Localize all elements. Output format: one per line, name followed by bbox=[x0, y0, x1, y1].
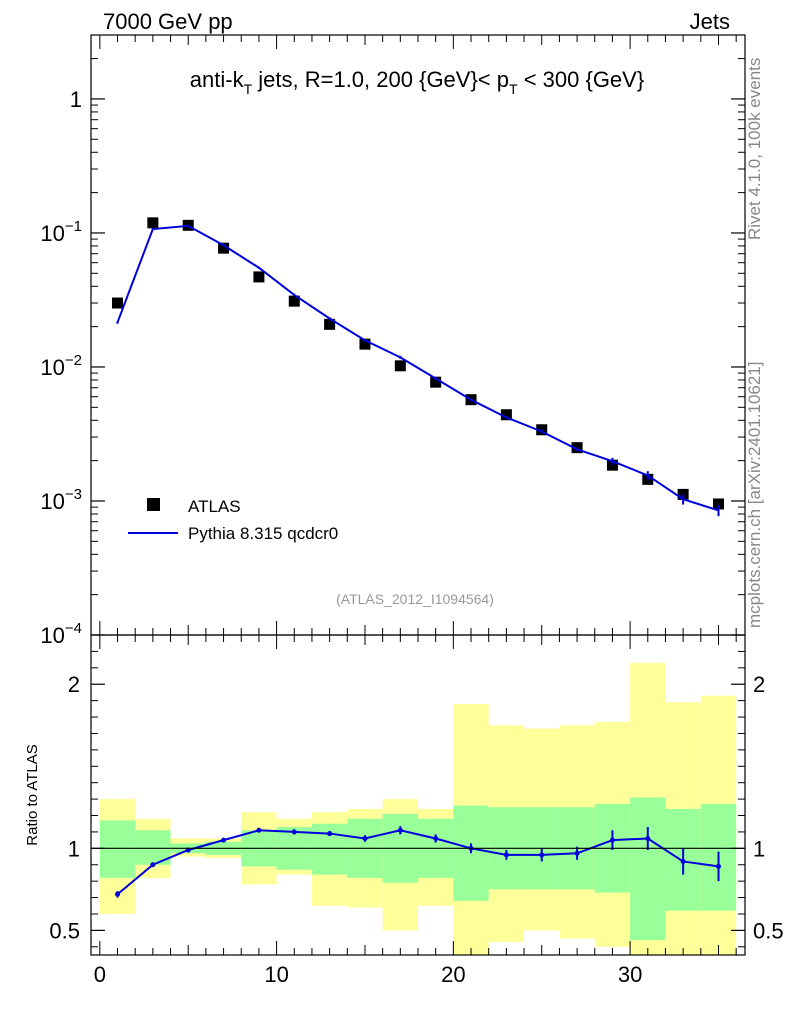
ratio-point bbox=[715, 863, 721, 869]
ratio-x-tick-label: 30 bbox=[618, 962, 642, 987]
ratio-y-label: Ratio to ATLAS bbox=[24, 744, 41, 845]
main-frame bbox=[90, 34, 746, 636]
ratio-line bbox=[116, 829, 719, 896]
ratio-point bbox=[397, 827, 403, 833]
ratio-point bbox=[327, 831, 333, 837]
ratio-point bbox=[291, 829, 297, 835]
main-y-tick-label: 10−2 bbox=[40, 352, 82, 380]
ratio-point bbox=[680, 858, 686, 864]
ratio-bands bbox=[99, 662, 737, 955]
ratio-x-tick-label: 10 bbox=[264, 962, 288, 987]
ratio-point bbox=[645, 835, 651, 841]
atlas-point bbox=[394, 360, 406, 372]
ratio-point bbox=[503, 852, 509, 858]
atlas-point bbox=[288, 295, 300, 307]
ratio-band-inner bbox=[99, 820, 136, 878]
atlas-point bbox=[430, 376, 442, 388]
atlas-point bbox=[712, 498, 724, 510]
legend: ATLAS Pythia 8.315 qcdcr0 bbox=[128, 497, 338, 543]
side-rivet-text: Rivet 4.1.0, 100k events bbox=[745, 58, 764, 240]
ratio-point bbox=[539, 852, 545, 858]
main-y-tick-label: 10−4 bbox=[40, 620, 82, 648]
atlas-point bbox=[606, 459, 618, 471]
atlas-point bbox=[324, 318, 336, 330]
atlas-point bbox=[253, 271, 265, 283]
pythia-line bbox=[116, 224, 719, 512]
atlas-point bbox=[147, 217, 159, 229]
ratio-point bbox=[574, 850, 580, 856]
analysis-label: (ATLAS_2012_I1094564) bbox=[336, 591, 494, 607]
atlas-point bbox=[112, 297, 124, 309]
legend-pythia-label: Pythia 8.315 qcdcr0 bbox=[188, 524, 338, 543]
ratio-point bbox=[150, 862, 156, 868]
ratio-point bbox=[115, 891, 121, 897]
legend-atlas-label: ATLAS bbox=[188, 497, 241, 516]
ratio-y-tick-label-left: 0.5 bbox=[49, 918, 80, 943]
ratio-y-tick-label-right: 2 bbox=[753, 672, 765, 697]
ratio-y-tick-label-left: 1 bbox=[68, 836, 80, 861]
header-right: Jets bbox=[690, 9, 730, 34]
main-title: anti-kT jets, R=1.0, 200 {GeV}< pT < 300… bbox=[190, 67, 644, 97]
atlas-point bbox=[218, 242, 230, 254]
ratio-y-tick-label-right: 1 bbox=[753, 836, 765, 861]
ratio-point bbox=[221, 837, 227, 843]
ratio-x-tick-label: 20 bbox=[441, 962, 465, 987]
side-site-text: mcplots.cern.ch [arXiv:2401.10621] bbox=[745, 362, 764, 628]
axes: 1 10−1 10−2 10−3 10−4 0 10 20 30 0.5 0.5 1 1 2 2 bbox=[40, 35, 784, 987]
ratio-point bbox=[256, 827, 262, 833]
main-series bbox=[112, 217, 724, 517]
ratio-y-tick-label-right: 0.5 bbox=[753, 918, 784, 943]
ratio-x-tick-label: 0 bbox=[94, 962, 106, 987]
atlas-point bbox=[500, 409, 512, 421]
ratio-point bbox=[609, 837, 615, 843]
ratio-band-inner bbox=[453, 805, 489, 901]
main-y-tick-label: 10−1 bbox=[40, 218, 82, 246]
legend-atlas-marker bbox=[147, 498, 160, 511]
header-left: 7000 GeV pp bbox=[103, 9, 233, 34]
ratio-point bbox=[433, 835, 439, 841]
ratio-band-inner bbox=[630, 797, 666, 941]
ratio-point bbox=[362, 835, 368, 841]
main-y-tick-label: 1 bbox=[70, 87, 82, 112]
ratio-y-tick-label-left: 2 bbox=[68, 672, 80, 697]
main-y-tick-label: 10−3 bbox=[40, 486, 82, 514]
atlas-point bbox=[359, 338, 371, 350]
